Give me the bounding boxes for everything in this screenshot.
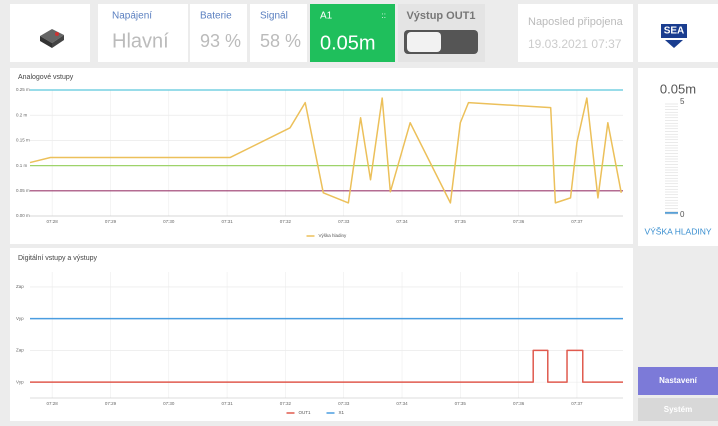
x-tick-label: 07:37 (571, 401, 583, 406)
legend-label: OUT1 (299, 410, 311, 415)
x-tick-label: 07:33 (338, 401, 350, 406)
tile-value: Hlavní (112, 30, 169, 52)
y-tick-label: 0.1 m (16, 163, 28, 168)
y-tick-label: 0.00 m (16, 213, 30, 218)
chart-title: Analogové vstupy (18, 74, 74, 81)
tile-label: Napájení (112, 11, 152, 22)
analog-panel (10, 68, 633, 244)
dashboard: Napájení Hlavní Baterie 93 % Signál 58 %… (0, 0, 718, 421)
tile (518, 4, 633, 62)
x-tick-label: 07:29 (105, 219, 117, 224)
x-tick-label: 07:31 (221, 219, 233, 224)
x-tick-label: 07:28 (47, 401, 59, 406)
legend-label: Výška hladiny (319, 233, 348, 238)
tile-value: 93 % (200, 31, 241, 51)
icon: :: (382, 11, 386, 20)
x-tick-label: 07:28 (47, 219, 59, 224)
x-tick-label: 07:37 (571, 219, 583, 224)
x-tick-label: 07:31 (221, 401, 233, 406)
gauge-max: 5 (680, 97, 685, 106)
x-tick-label: 07:34 (396, 401, 408, 406)
y-tick-label: Vyp (16, 379, 24, 384)
y-tick-label: 0.25 m (16, 87, 30, 92)
y-tick-label: 0.05 m (16, 188, 30, 193)
legend-label: X1 (339, 410, 345, 415)
y-tick-label: 0.2 m (16, 112, 28, 117)
digital-panel (10, 248, 633, 421)
gauge-value: 0.05m (660, 81, 696, 96)
y-tick-label: Zap (16, 284, 24, 289)
tile-label: A1 (320, 11, 333, 22)
x-tick-label: 07:32 (280, 219, 292, 224)
button-label[interactable]: Systém (664, 405, 692, 414)
tile-value: 58 % (260, 31, 301, 51)
x-tick-label: 07:35 (455, 401, 467, 406)
svg-text:SEA: SEA (664, 26, 685, 37)
chart-title: Digitální vstupy a výstupy (18, 255, 97, 262)
tile-label: Naposled připojena (528, 16, 624, 28)
x-tick-label: 07:35 (455, 219, 467, 224)
y-tick-label: Zap (16, 348, 24, 353)
tile-value: 0.05m (320, 32, 376, 54)
tile-label: Signál (260, 11, 288, 22)
gauge-min: 0 (680, 210, 685, 219)
gauge-label: VÝŠKA HLADINY (644, 226, 711, 236)
x-tick-label: 07:33 (338, 219, 350, 224)
y-tick-label: 0.15 m (16, 138, 30, 143)
x-tick-label: 07:36 (513, 401, 525, 406)
button-label[interactable]: Nastavení (659, 376, 698, 385)
tile-label: Výstup OUT1 (406, 10, 475, 22)
tile-value: 19.03.2021 07:37 (528, 37, 622, 51)
x-tick-label: 07:32 (280, 401, 292, 406)
toggle-knob (407, 32, 441, 52)
x-tick-label: 07:29 (105, 401, 117, 406)
x-tick-label: 07:30 (163, 401, 175, 406)
x-tick-label: 07:36 (513, 219, 525, 224)
y-tick-label: Vyp (16, 316, 24, 321)
x-tick-label: 07:30 (163, 219, 175, 224)
tile-label: Baterie (200, 11, 232, 22)
x-tick-label: 07:34 (396, 219, 408, 224)
